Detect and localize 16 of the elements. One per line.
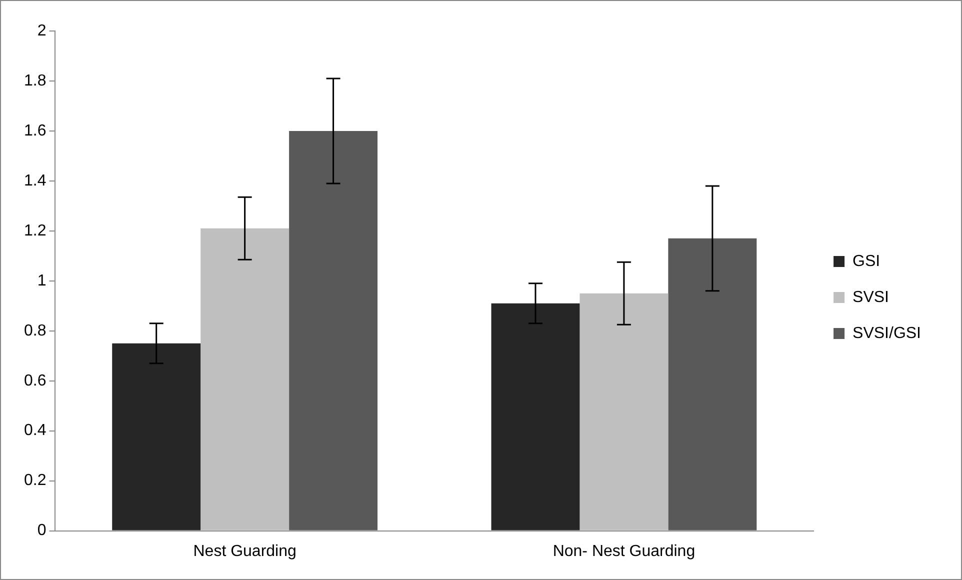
y-tick-label: 0.6: [24, 372, 46, 390]
y-tick-label: 0: [37, 522, 46, 540]
x-tick-label: Non- Nest Guarding: [552, 542, 696, 560]
legend-label: SVSI/GSI: [852, 324, 921, 342]
y-tick-label: 0.4: [24, 422, 46, 440]
y-tick-label: 1: [37, 272, 46, 290]
y-tick-label: 1.8: [24, 72, 46, 90]
y-tick-label: 2: [37, 22, 46, 40]
y-tick-label: 0.8: [24, 322, 46, 340]
y-tick-label: 1.2: [24, 222, 46, 240]
legend-label: SVSI: [852, 288, 889, 306]
legend-label: GSI: [852, 252, 880, 270]
y-tick-label: 1.6: [24, 122, 46, 140]
y-tick-label: 0.2: [24, 472, 46, 490]
y-tick-label: 1.4: [24, 172, 46, 190]
x-tick-label: Nest Guarding: [193, 542, 296, 560]
